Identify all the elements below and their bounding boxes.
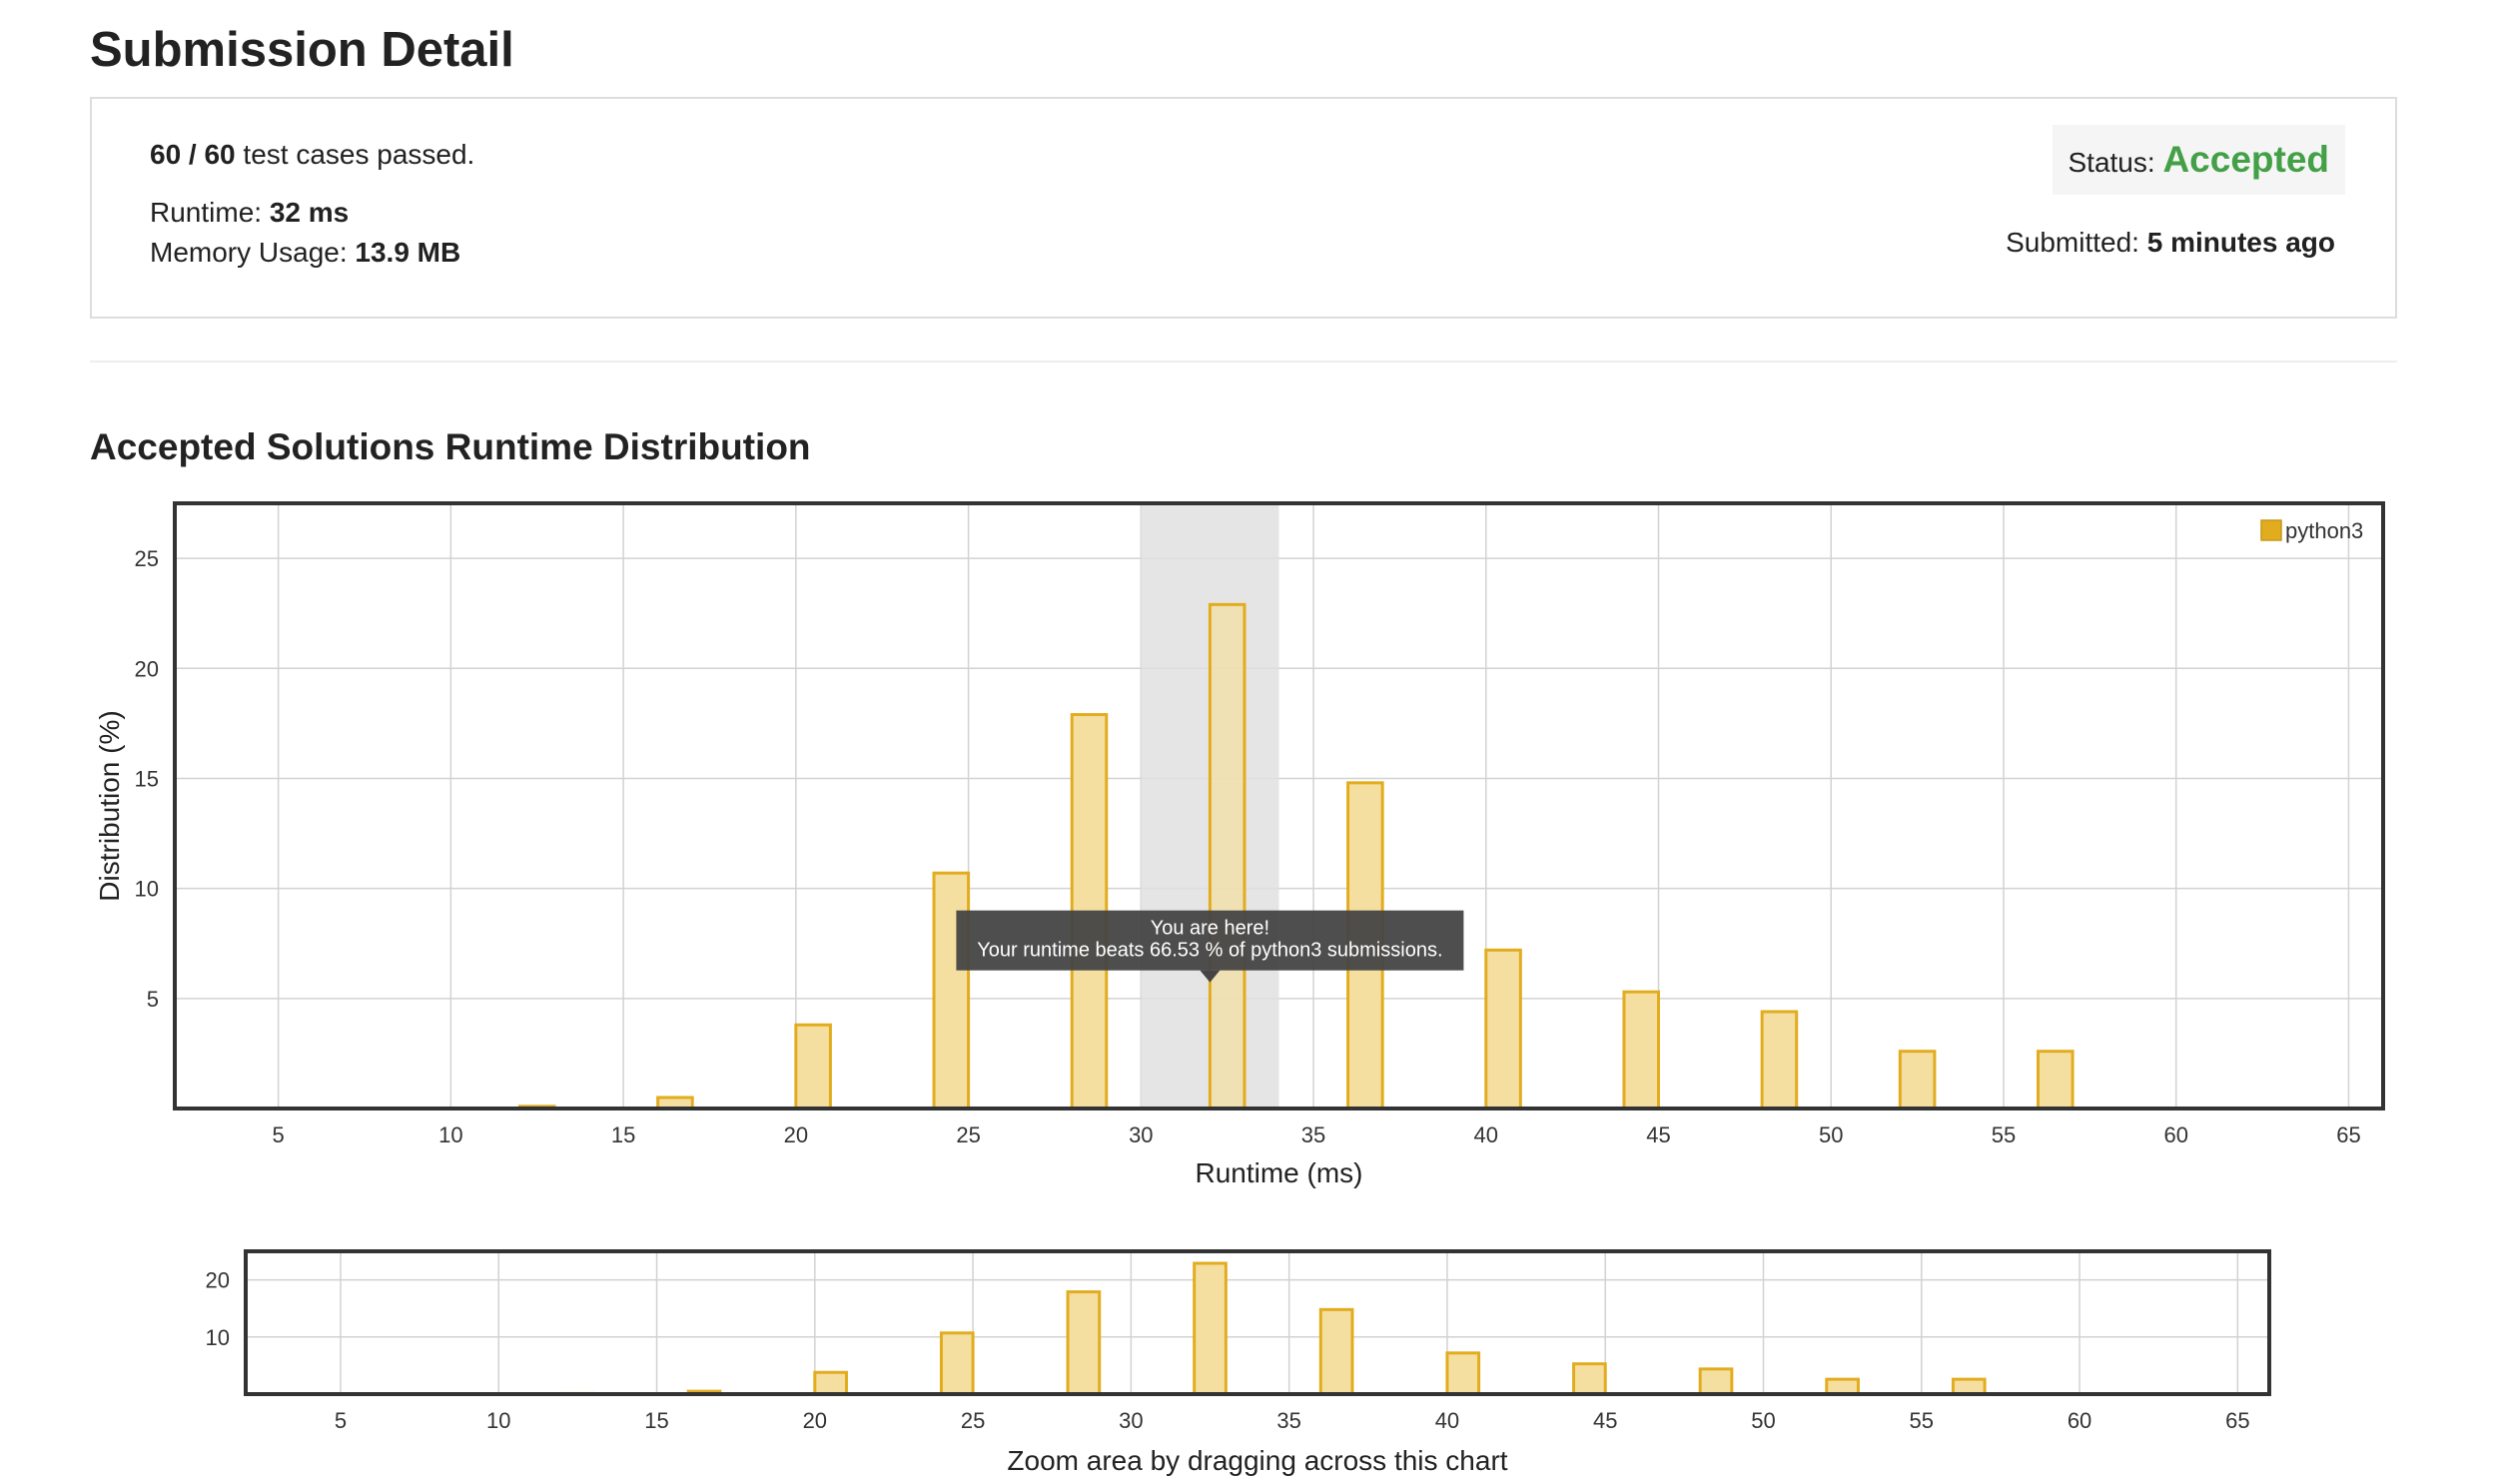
navigator-plot-frame	[244, 1249, 2271, 1396]
submitted-value: 5 minutes ago	[2146, 227, 2335, 258]
runtime-distribution-chart[interactable]: 5 10 15 20 25 30 35 40 45 50 55 60 65 5 10 15 20 25 Runtim…	[0, 0, 2495, 1228]
main-legend-label: python3	[2285, 518, 2363, 543]
memory-value: 13.9 MB	[355, 237, 461, 268]
navigator-bar	[813, 1370, 848, 1396]
main-y-tick-label: 10	[135, 877, 159, 902]
main-tooltip-pointer	[1200, 970, 1221, 983]
navigator-bar	[1445, 1351, 1481, 1396]
navigator-y-tick-label: 10	[206, 1325, 230, 1350]
main-bar	[1898, 1050, 1937, 1111]
submitted-time: Submitted: 5 minutes ago	[2006, 227, 2335, 259]
navigator-x-tick-label: 20	[803, 1408, 827, 1433]
navigator-bar	[939, 1331, 975, 1396]
section-title: Accepted Solutions Runtime Distribution	[90, 426, 811, 467]
main-tooltip-box	[956, 910, 1464, 971]
main-x-tick-label: 40	[1474, 1122, 1498, 1147]
page-title: Submission Detail	[90, 23, 514, 77]
navigator-x-tick-label: 35	[1276, 1408, 1300, 1433]
main-x-tick-label: 50	[1819, 1122, 1843, 1147]
navigator-bar	[1318, 1307, 1354, 1396]
main-y-tick-label: 20	[135, 656, 159, 681]
status-badge: Status: Accepted	[2052, 125, 2345, 195]
memory-line: Memory Usage: 13.9 MB	[150, 239, 460, 267]
navigator-y-tick-label: 20	[206, 1268, 230, 1293]
navigator-x-tick-label: 65	[2225, 1408, 2249, 1433]
navigator-x-tick-label: 10	[486, 1408, 510, 1433]
main-bar	[794, 1023, 832, 1111]
navigator-x-tick-label: 25	[961, 1408, 985, 1433]
main-y-tick-label: 15	[135, 766, 159, 791]
main-x-axis-title: Runtime (ms)	[1195, 1157, 1362, 1188]
status-value: Accepted	[2162, 139, 2329, 180]
runtime-label: Runtime:	[150, 197, 270, 228]
navigator-x-tick-label: 55	[1910, 1408, 1934, 1433]
divider	[90, 361, 2397, 363]
navigator-bar	[1066, 1290, 1102, 1396]
main-x-tick-label: 65	[2336, 1122, 2360, 1147]
navigator-bar	[1698, 1367, 1734, 1396]
main-legend-swatch	[2260, 519, 2282, 541]
navigator-x-tick-label: 5	[335, 1408, 347, 1433]
main-x-tick-label: 60	[2163, 1122, 2187, 1147]
main-x-tick-label: 35	[1301, 1122, 1325, 1147]
submitted-label: Submitted:	[2006, 227, 2147, 258]
main-x-tick-label: 15	[611, 1122, 635, 1147]
main-bar	[1208, 602, 1247, 1111]
main-bar	[1622, 990, 1661, 1111]
main-x-tick-label: 25	[956, 1122, 980, 1147]
main-y-tick-label: 5	[147, 987, 159, 1012]
main-y-tick-label: 25	[135, 546, 159, 571]
navigator-x-tick-label: 50	[1751, 1408, 1775, 1433]
memory-label: Memory Usage:	[150, 237, 356, 268]
runtime-value: 32 ms	[269, 197, 350, 228]
runtime-line: Runtime: 32 ms	[150, 199, 349, 227]
status-label: Status:	[2068, 147, 2163, 178]
main-tooltip: You are here!Your runtime beats 66.53 % …	[956, 910, 1464, 983]
main-x-tick-label: 30	[1129, 1122, 1153, 1147]
navigator-bar	[1193, 1261, 1228, 1396]
navigator-bar	[1951, 1377, 1987, 1396]
main-tooltip-body: Your runtime beats 66.53 % of python3 su…	[977, 940, 1442, 962]
main-y-axis-title: Distribution (%)	[94, 710, 125, 901]
navigator-x-tick-label: 15	[644, 1408, 668, 1433]
navigator-x-tick-label: 40	[1435, 1408, 1459, 1433]
main-plot-frame	[173, 501, 2385, 1111]
navigator-x-tick-label: 60	[2068, 1408, 2091, 1433]
main-x-tick-label: 10	[438, 1122, 462, 1147]
test-cases-line: 60 / 60 test cases passed.	[150, 141, 474, 169]
navigator-x-axis-title: Zoom area by dragging across this chart	[1007, 1445, 1507, 1476]
navigator-x-tick-label: 45	[1593, 1408, 1617, 1433]
test-cases-count: 60 / 60	[150, 139, 236, 170]
navigator-bar	[1825, 1377, 1860, 1396]
main-x-tick-label: 5	[273, 1122, 285, 1147]
test-cases-text: test cases passed.	[235, 139, 475, 170]
navigator-x-tick-label: 30	[1119, 1408, 1143, 1433]
main-tooltip-title: You are here!	[1151, 918, 1269, 940]
main-x-tick-label: 45	[1646, 1122, 1670, 1147]
main-x-tick-label: 20	[784, 1122, 808, 1147]
navigator-bar	[1572, 1362, 1607, 1396]
submission-summary: 60 / 60 test cases passed. Runtime: 32 m…	[90, 97, 2397, 319]
main-x-tick-label: 55	[1992, 1122, 2016, 1147]
main-bar	[1760, 1010, 1799, 1111]
